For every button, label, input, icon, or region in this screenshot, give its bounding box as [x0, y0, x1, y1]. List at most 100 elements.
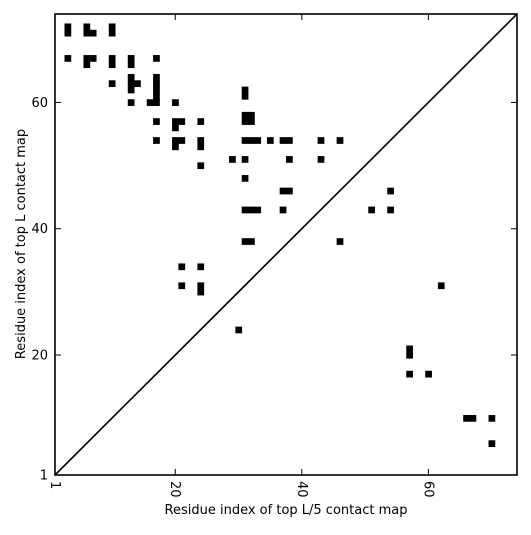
contact-cell-upper: [286, 156, 293, 163]
x-tick-label: 60: [420, 481, 435, 498]
contact-cell-upper: [172, 137, 179, 144]
x-tick-label: 1: [47, 481, 62, 489]
contact-cell-upper: [387, 206, 394, 214]
contact-cell-upper: [127, 55, 135, 62]
contact-cell-upper: [279, 206, 287, 214]
contact-cell-upper: [108, 55, 116, 62]
contact-cell-upper: [241, 111, 249, 119]
contact-cell-upper: [229, 156, 236, 163]
contact-cell-upper: [286, 187, 293, 195]
contact-cell-upper: [336, 238, 344, 245]
contact-cell-upper: [254, 137, 262, 144]
contact-cell-upper: [178, 137, 186, 144]
contact-cell-upper: [368, 206, 376, 214]
contact-cell-lower: [197, 263, 205, 271]
contact-cell-lower: [488, 415, 496, 422]
y-tick-label: 20: [31, 349, 48, 364]
contact-cell-upper: [108, 80, 116, 88]
contact-cell-upper: [83, 55, 91, 62]
contact-cell-upper: [172, 143, 179, 151]
contact-cell-upper: [241, 156, 249, 163]
contact-cell-upper: [248, 118, 255, 125]
x-tick-label: 40: [294, 481, 309, 498]
contact-cell-lower: [425, 370, 432, 378]
contact-cell-upper: [64, 55, 72, 62]
contact-cell-upper: [153, 92, 160, 100]
contact-cell-upper: [64, 23, 72, 31]
contact-cell-upper: [153, 86, 160, 94]
contact-cell-upper: [241, 238, 249, 245]
contact-cell-upper: [197, 143, 205, 151]
y-axis-label: Residue index of top L contact map: [14, 129, 29, 359]
contact-cell-upper: [153, 73, 160, 81]
contact-cell-upper: [241, 175, 249, 182]
y-tick-label: 60: [31, 96, 48, 111]
contact-cell-lower: [178, 282, 186, 290]
contact-cell-lower: [406, 351, 413, 359]
contact-cell-upper: [279, 187, 287, 195]
contact-cell-upper: [89, 55, 97, 62]
contact-cell-upper: [336, 137, 344, 144]
contact-cell-lower: [197, 282, 205, 290]
y-tick-label: 40: [31, 222, 48, 237]
contact-cell-upper: [241, 206, 249, 214]
contact-cell-lower: [197, 288, 205, 296]
contact-cell-upper: [64, 29, 72, 37]
contact-cell-upper: [241, 137, 249, 144]
contact-cell-upper: [178, 118, 186, 125]
contact-cell-upper: [197, 162, 205, 170]
contact-cell-lower: [469, 415, 477, 422]
contact-cell-upper: [197, 137, 205, 144]
contact-cell-upper: [248, 206, 255, 214]
contact-cell-upper: [108, 61, 116, 69]
contact-cell-upper: [279, 137, 287, 144]
contact-cell-lower: [406, 370, 413, 378]
contact-cell-lower: [437, 282, 445, 290]
contact-cell-upper: [127, 73, 135, 81]
contact-cell-upper: [248, 111, 255, 119]
contact-cell-upper: [172, 99, 179, 106]
contact-cell-upper: [127, 80, 135, 88]
x-axis-label: Residue index of top L/5 contact map: [165, 503, 408, 518]
contact-cell-upper: [153, 118, 160, 125]
contact-cell-lower: [488, 440, 496, 447]
x-tick-label: 20: [167, 481, 182, 498]
contact-cell-upper: [267, 137, 274, 144]
contact-cell-upper: [254, 206, 262, 214]
contact-cell-upper: [317, 137, 325, 144]
contact-cell-upper: [108, 29, 116, 37]
contact-cell-upper: [172, 118, 179, 125]
contact-cell-upper: [127, 61, 135, 69]
contact-cell-lower: [178, 263, 186, 271]
y-tick-label: 1: [40, 469, 48, 484]
contact-cell-upper: [127, 99, 135, 106]
contact-cells-layer: [64, 23, 496, 447]
contact-cell-lower: [235, 326, 243, 334]
contact-cell-upper: [146, 99, 154, 106]
contact-cell-upper: [248, 137, 255, 144]
contact-cell-upper: [172, 124, 179, 132]
contact-cell-upper: [286, 137, 293, 144]
contact-cell-upper: [197, 118, 205, 125]
contact-cell-upper: [108, 23, 116, 31]
contact-cell-upper: [134, 80, 141, 88]
contact-cell-upper: [153, 55, 160, 62]
contact-cell-upper: [387, 187, 394, 195]
contact-cell-upper: [83, 61, 91, 69]
plot-frame: [54, 13, 518, 476]
contact-cell-upper: [83, 23, 91, 31]
diagonal-line: [54, 13, 518, 476]
contact-cell-upper: [153, 99, 160, 106]
contact-cell-lower: [463, 415, 470, 422]
contact-cell-upper: [89, 29, 97, 37]
contact-cell-upper: [241, 92, 249, 100]
contact-cell-upper: [153, 137, 160, 144]
contact-cell-upper: [127, 86, 135, 94]
contact-cell-upper: [153, 80, 160, 88]
ticks-layer: 1 20 40 60 1 20 40 60: [31, 14, 517, 498]
contact-cell-upper: [317, 156, 325, 163]
contact-cell-upper: [241, 118, 249, 125]
contact-cell-upper: [83, 29, 91, 37]
